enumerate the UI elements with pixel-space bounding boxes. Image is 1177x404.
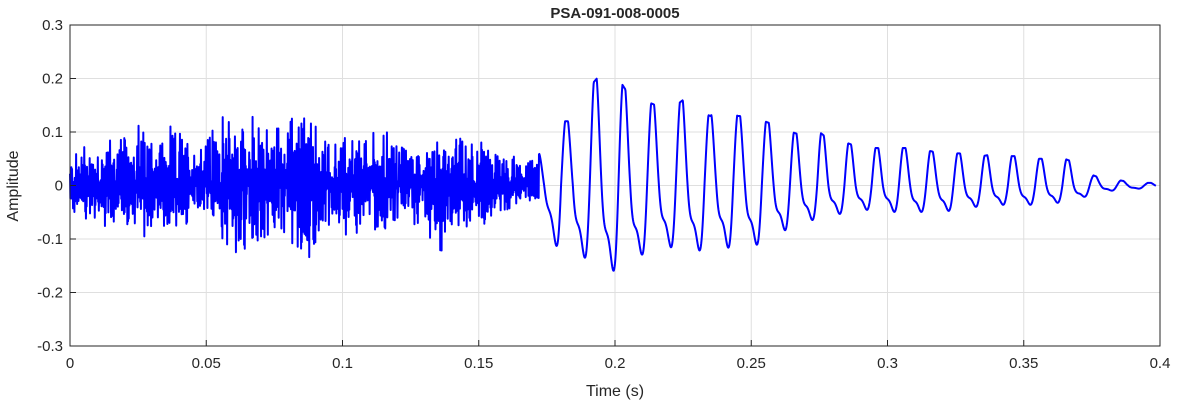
y-tick-label: -0.1	[37, 231, 63, 248]
x-tick-label: 0.15	[464, 355, 493, 372]
x-tick-label: 0.4	[1150, 355, 1171, 372]
x-tick-label: 0.2	[605, 355, 626, 372]
x-axis-label: Time (s)	[586, 383, 644, 400]
x-tick-label: 0.1	[332, 355, 353, 372]
y-tick-label: 0.2	[42, 71, 63, 88]
y-tick-label: -0.2	[37, 285, 63, 302]
y-axis-label: Amplitude	[5, 150, 22, 221]
chart-title: PSA-091-008-0005	[550, 5, 679, 22]
y-tick-label: 0.1	[42, 124, 63, 141]
x-tick-label: 0	[66, 355, 74, 372]
y-tick-label: 0.3	[42, 17, 63, 34]
x-tick-label: 0.25	[737, 355, 766, 372]
y-tick-label: 0	[55, 178, 63, 195]
y-tick-label: -0.3	[37, 338, 63, 355]
x-tick-label: 0.35	[1009, 355, 1038, 372]
x-tick-label: 0.05	[192, 355, 221, 372]
x-tick-label: 0.3	[877, 355, 898, 372]
